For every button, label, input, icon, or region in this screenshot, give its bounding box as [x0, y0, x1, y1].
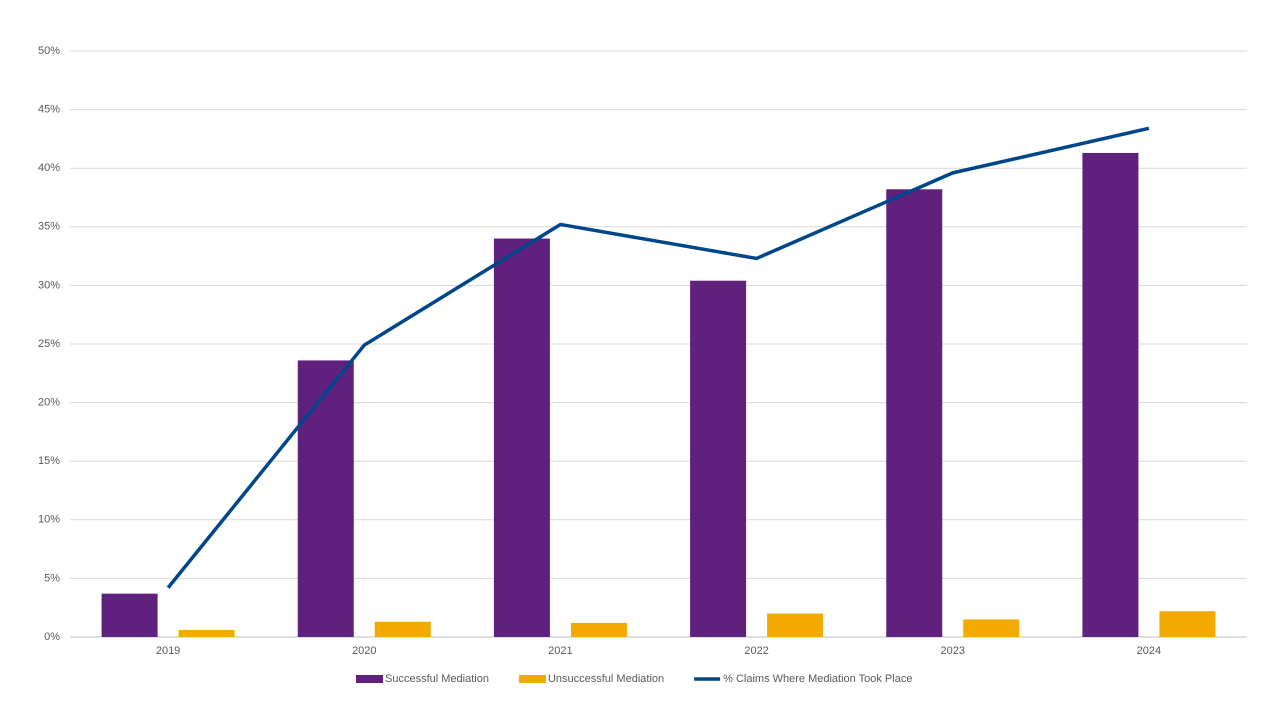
x-tick-label: 2021 — [548, 645, 572, 657]
legend-swatch — [518, 675, 546, 683]
y-tick-label: 35% — [38, 221, 60, 233]
y-tick-label: 30% — [38, 279, 60, 291]
y-tick-label: 40% — [38, 162, 60, 174]
bar — [886, 189, 943, 637]
bar — [570, 622, 627, 637]
y-tick-label: 50% — [38, 45, 60, 57]
x-tick-label: 2023 — [941, 645, 965, 657]
bar — [1159, 611, 1216, 637]
y-tick-label: 15% — [38, 455, 60, 467]
bar — [767, 613, 824, 637]
legend-label: Successful Mediation — [385, 673, 489, 685]
legend-swatch — [356, 675, 383, 683]
bar — [101, 593, 158, 637]
bar — [374, 621, 431, 637]
y-tick-label: 20% — [38, 397, 60, 409]
legend-label: Unsuccessful Mediation — [548, 673, 664, 685]
bar — [1082, 152, 1139, 638]
y-tick-label: 0% — [44, 631, 60, 643]
bar — [690, 280, 747, 637]
x-tick-label: 2019 — [156, 645, 180, 657]
bar — [963, 619, 1020, 637]
y-tick-label: 10% — [38, 514, 60, 526]
x-tick-label: 2024 — [1137, 645, 1161, 657]
bar — [493, 238, 550, 637]
x-tick-label: 2022 — [744, 645, 768, 657]
y-tick-label: 45% — [38, 104, 60, 116]
legend-label: % Claims Where Mediation Took Place — [723, 673, 912, 685]
y-tick-label: 25% — [38, 338, 60, 350]
bar — [297, 360, 354, 637]
line — [166, 126, 1150, 589]
x-tick-label: 2020 — [352, 645, 376, 657]
bar — [178, 629, 235, 637]
y-tick-label: 5% — [44, 572, 60, 584]
